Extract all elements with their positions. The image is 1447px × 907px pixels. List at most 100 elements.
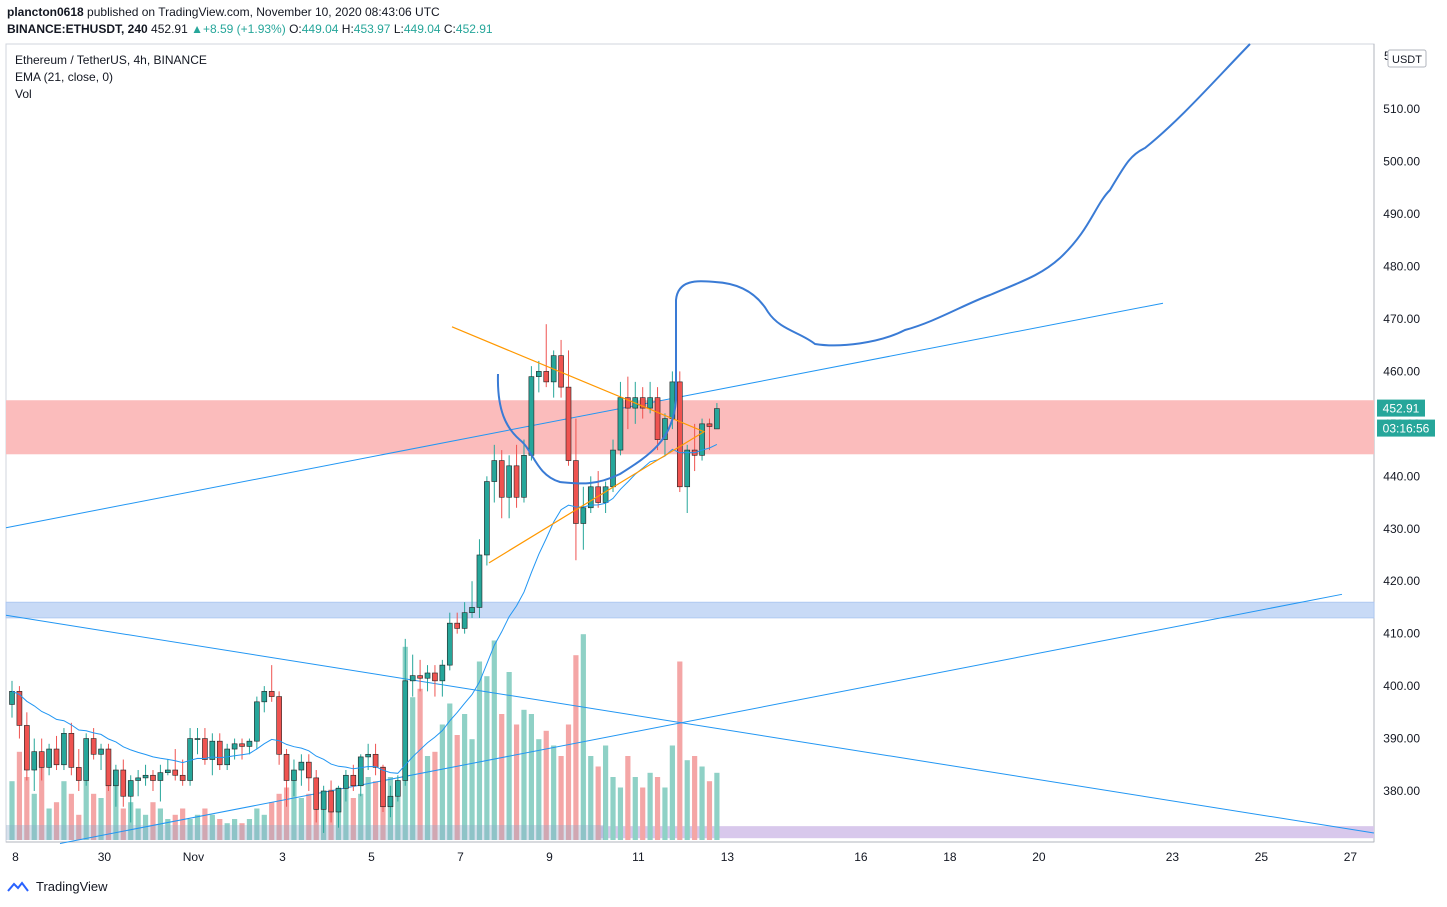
volume-bar	[53, 802, 60, 840]
volume-bar	[98, 798, 104, 840]
volume-bar	[677, 661, 683, 840]
high-label: H:	[341, 22, 354, 36]
candle	[387, 785, 394, 818]
time-axis: 8 30 Nov 3 5 7 9 11 13 16 18 20 23 25 27	[12, 850, 1357, 864]
candle-body	[684, 449, 691, 488]
publisher-name[interactable]: plancton0618	[7, 5, 84, 19]
time-tick-label: 23	[1166, 850, 1180, 864]
rising-trendline	[5, 302, 1164, 529]
volume-bar	[491, 640, 497, 840]
candle-body	[372, 753, 379, 768]
candle	[491, 444, 498, 503]
candle	[98, 743, 104, 771]
candle	[602, 481, 609, 514]
candle-body	[254, 701, 260, 742]
candle-body	[127, 780, 134, 797]
price-change: +8.59 (+1.93%)	[202, 22, 286, 36]
candle	[328, 780, 334, 823]
volume-bar	[714, 772, 720, 840]
candle-body	[105, 748, 112, 787]
candle	[83, 733, 89, 786]
candle-body	[157, 772, 164, 781]
candle-body	[298, 761, 305, 771]
candle	[75, 749, 82, 791]
volume-bar	[46, 808, 52, 840]
volume-bar	[16, 751, 23, 840]
volume-bar	[395, 787, 401, 840]
volume-bar	[462, 714, 468, 840]
candle	[68, 722, 75, 776]
legend-vol[interactable]: Vol	[15, 87, 32, 101]
candle-body	[202, 738, 208, 760]
volume-bar	[246, 819, 253, 840]
last-price-tag	[1377, 399, 1425, 417]
candle	[239, 738, 245, 760]
volume-bar	[365, 777, 371, 840]
candle-body	[283, 753, 290, 781]
candle	[380, 764, 386, 812]
candle-body	[61, 733, 67, 766]
time-tick-label: 9	[546, 850, 553, 864]
volume-bar	[617, 787, 624, 840]
volume-bar	[499, 714, 505, 840]
price-tick-label: 500.00	[1383, 155, 1420, 169]
volume-bar	[417, 688, 423, 840]
price-tick-label: 460.00	[1383, 364, 1420, 378]
tradingview-footer[interactable]: TradingView	[6, 879, 108, 894]
candle-body	[142, 774, 149, 779]
volume-overlay-band	[6, 825, 604, 840]
candle	[120, 759, 127, 807]
volume-bar	[558, 756, 564, 840]
candle-body	[135, 777, 141, 781]
volume-bar	[424, 756, 431, 840]
volume-bar	[551, 745, 557, 840]
candle	[179, 759, 186, 786]
candle	[521, 439, 527, 503]
candle	[165, 759, 171, 776]
candle-body	[53, 748, 60, 766]
volume-bar	[283, 787, 290, 840]
candle-body	[172, 769, 179, 776]
candle-body	[365, 753, 371, 758]
candle	[105, 743, 112, 791]
volume-bar	[113, 777, 119, 840]
volume-bar	[224, 823, 230, 840]
candle	[625, 376, 631, 430]
falling-trendline	[5, 614, 1375, 834]
candle-body	[246, 740, 253, 747]
candle	[157, 764, 164, 802]
volume-bar	[83, 777, 89, 840]
symbol-label: BINANCE:ETHUSDT, 240	[7, 22, 148, 36]
candle	[38, 738, 45, 781]
candle-body	[565, 386, 572, 461]
price-tick-label: 470.00	[1383, 312, 1420, 326]
volume-bar	[150, 802, 156, 840]
candle-body	[506, 465, 512, 498]
price-tick-label: 510.00	[1383, 102, 1420, 116]
volume-bar	[180, 808, 186, 840]
volume-bar	[358, 793, 364, 840]
legend-ema[interactable]: EMA (21, close, 0)	[15, 70, 114, 84]
candle-body	[543, 371, 550, 383]
candle-body	[179, 774, 186, 781]
time-tick-label: 16	[854, 850, 868, 864]
triangle-pattern	[451, 326, 706, 564]
support-trendline	[59, 593, 1343, 844]
candle-body	[239, 743, 245, 747]
volume-bar	[76, 814, 82, 840]
change-arrow-icon: ▲	[191, 22, 203, 36]
volume-bar	[209, 814, 215, 840]
candle	[565, 350, 572, 466]
candle	[461, 602, 468, 634]
price-tick-label: 380.00	[1383, 784, 1420, 798]
candle	[580, 486, 587, 550]
tradingview-logo-icon	[7, 880, 29, 892]
time-tick-label: 30	[98, 850, 112, 864]
volume-bar	[484, 676, 490, 840]
countdown-tag-label: 03:16:56	[1383, 422, 1430, 436]
candle	[127, 775, 134, 823]
candle-body	[113, 769, 119, 787]
time-tick-label: Nov	[183, 850, 204, 864]
volume-bar	[61, 781, 67, 840]
